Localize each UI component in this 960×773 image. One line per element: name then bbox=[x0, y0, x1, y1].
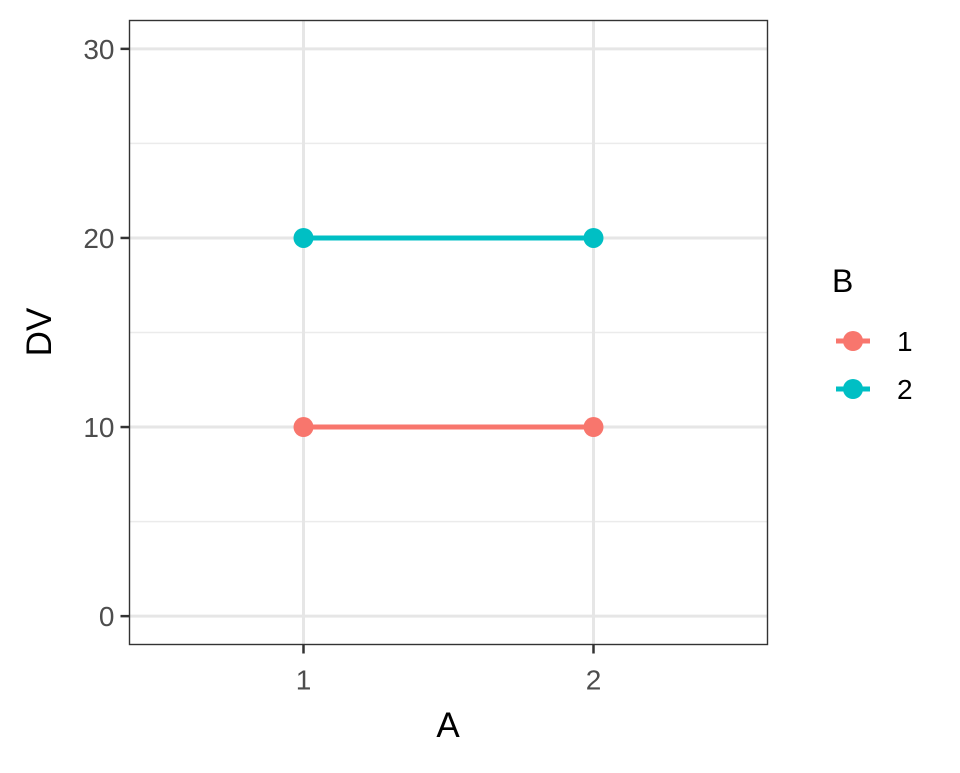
panel-border bbox=[128, 19, 769, 646]
x-axis-label: A bbox=[436, 706, 460, 745]
data-point bbox=[293, 417, 314, 438]
grid bbox=[129, 20, 768, 645]
legend-label: 2 bbox=[897, 374, 913, 405]
x-tick-label: 1 bbox=[296, 665, 312, 696]
y-tick-label: 0 bbox=[99, 601, 115, 632]
data-point bbox=[583, 417, 604, 438]
legend-key-point bbox=[843, 379, 863, 399]
y-tick-label: 30 bbox=[83, 34, 114, 65]
axes: 0 10 20 30 1 2 bbox=[83, 34, 601, 696]
y-axis-label: DV bbox=[20, 307, 59, 356]
y-tick-label: 20 bbox=[83, 223, 114, 254]
legend: B 1 2 bbox=[832, 263, 913, 405]
series-layer bbox=[293, 227, 604, 438]
legend-title: B bbox=[832, 263, 853, 299]
legend-key-point bbox=[843, 331, 863, 351]
data-point bbox=[293, 227, 314, 248]
x-tick-label: 2 bbox=[586, 665, 602, 696]
legend-label: 1 bbox=[897, 326, 913, 357]
data-point bbox=[583, 227, 604, 248]
y-tick-label: 10 bbox=[83, 412, 114, 443]
